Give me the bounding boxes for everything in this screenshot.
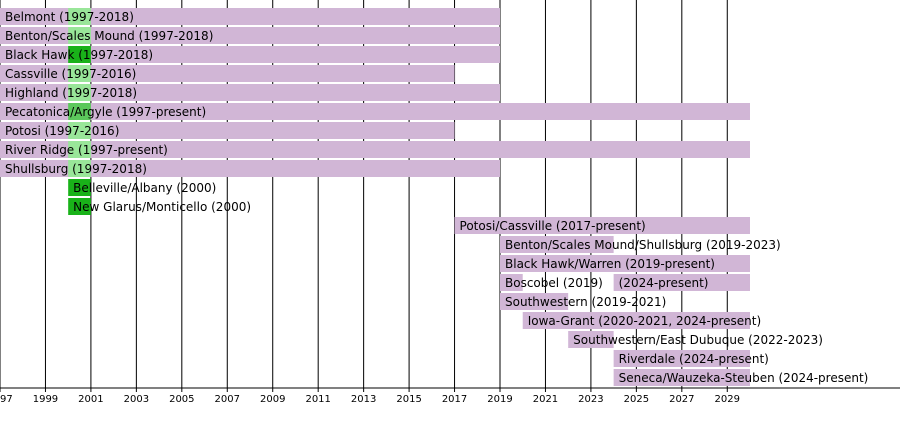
bar (500, 274, 523, 291)
bar (0, 160, 500, 177)
bar-label: Benton/Scales Mound/Shullsburg (2019-202… (505, 238, 781, 252)
x-tick-label: 2011 (305, 394, 330, 405)
x-tick-label: 2007 (215, 394, 240, 405)
bar-label: Riverdale (2024-present) (619, 352, 769, 366)
bar (0, 27, 500, 44)
bar (68, 198, 91, 215)
bar (0, 84, 500, 101)
x-tick-label: 1999 (33, 394, 58, 405)
bars (0, 8, 750, 386)
bar (500, 236, 614, 253)
bar (613, 350, 750, 367)
bar (0, 65, 455, 82)
bar (522, 312, 750, 329)
x-tick-label: 2019 (487, 394, 512, 405)
x-tick-label: 2009 (260, 394, 285, 405)
bar-label: Southwestern (2019-2021) (505, 295, 666, 309)
bar (613, 369, 750, 386)
bar (68, 179, 91, 196)
x-tick-label: 2005 (169, 394, 194, 405)
bar-label: Boscobel (2019) (505, 276, 603, 290)
bar (68, 84, 91, 101)
bar (68, 65, 91, 82)
x-tick-label: 2025 (624, 394, 649, 405)
bar-label: Benton/Scales Mound (1997-2018) (5, 29, 213, 43)
x-tick-label: 2027 (669, 394, 694, 405)
bar (68, 141, 91, 158)
bar-label: Iowa-Grant (2020-2021, 2024-present) (528, 314, 761, 328)
x-tick-label: 2001 (78, 394, 103, 405)
bar (613, 274, 750, 291)
x-tick-label: 2029 (715, 394, 740, 405)
grid: 1997 1999 2001 2003 2005 2007 2009 2011 2013 2015… (0, 0, 900, 405)
bar-label: Shullsburg (1997-2018) (5, 162, 147, 176)
bar-label: Potosi (1997-2016) (5, 124, 119, 138)
bar (68, 46, 91, 63)
bar-label: Seneca/Wauzeka-Steuben (2024-present) (619, 371, 869, 385)
bar-label: (2024-present) (619, 276, 709, 290)
x-tick-label: 2013 (351, 394, 376, 405)
bar (68, 160, 91, 177)
bar-label: Southwestern/East Dubuque (2022-2023) (573, 333, 823, 347)
bar (0, 103, 750, 120)
bar-label: Potosi/Cassville (2017-present) (460, 219, 646, 233)
bar (500, 255, 750, 272)
labels: Belmont (1997-2018) Benton/Scales Mound (… (5, 10, 868, 385)
bar (500, 293, 569, 310)
bar (68, 8, 91, 25)
bar-label: Cassville (1997-2016) (5, 67, 136, 81)
bar-label: Belleville/Albany (2000) (73, 181, 216, 195)
bar (68, 27, 91, 44)
bar-label: Pecatonica/Argyle (1997-present) (5, 105, 206, 119)
x-tick-label: 2003 (124, 394, 149, 405)
bar-label: Belmont (1997-2018) (5, 10, 134, 24)
x-tick-label: 2017 (442, 394, 467, 405)
bar-label: New Glarus/Monticello (2000) (73, 200, 251, 214)
x-tick-label: 2023 (578, 394, 603, 405)
bar (568, 331, 614, 348)
bar (454, 217, 750, 234)
bar-label: Black Hawk/Warren (2019-present) (505, 257, 715, 271)
bar (68, 122, 91, 139)
x-tick-label: 1997 (0, 394, 13, 405)
bar (0, 46, 500, 63)
bar (0, 141, 750, 158)
bar (0, 122, 455, 139)
bar-label: Black Hawk (1997-2018) (5, 48, 153, 62)
bar (0, 8, 500, 25)
bar-label: River Ridge (1997-present) (5, 143, 168, 157)
x-tick-label: 2015 (396, 394, 421, 405)
x-tick-label: 2021 (533, 394, 558, 405)
bar-label: Highland (1997-2018) (5, 86, 137, 100)
bar (68, 103, 91, 120)
